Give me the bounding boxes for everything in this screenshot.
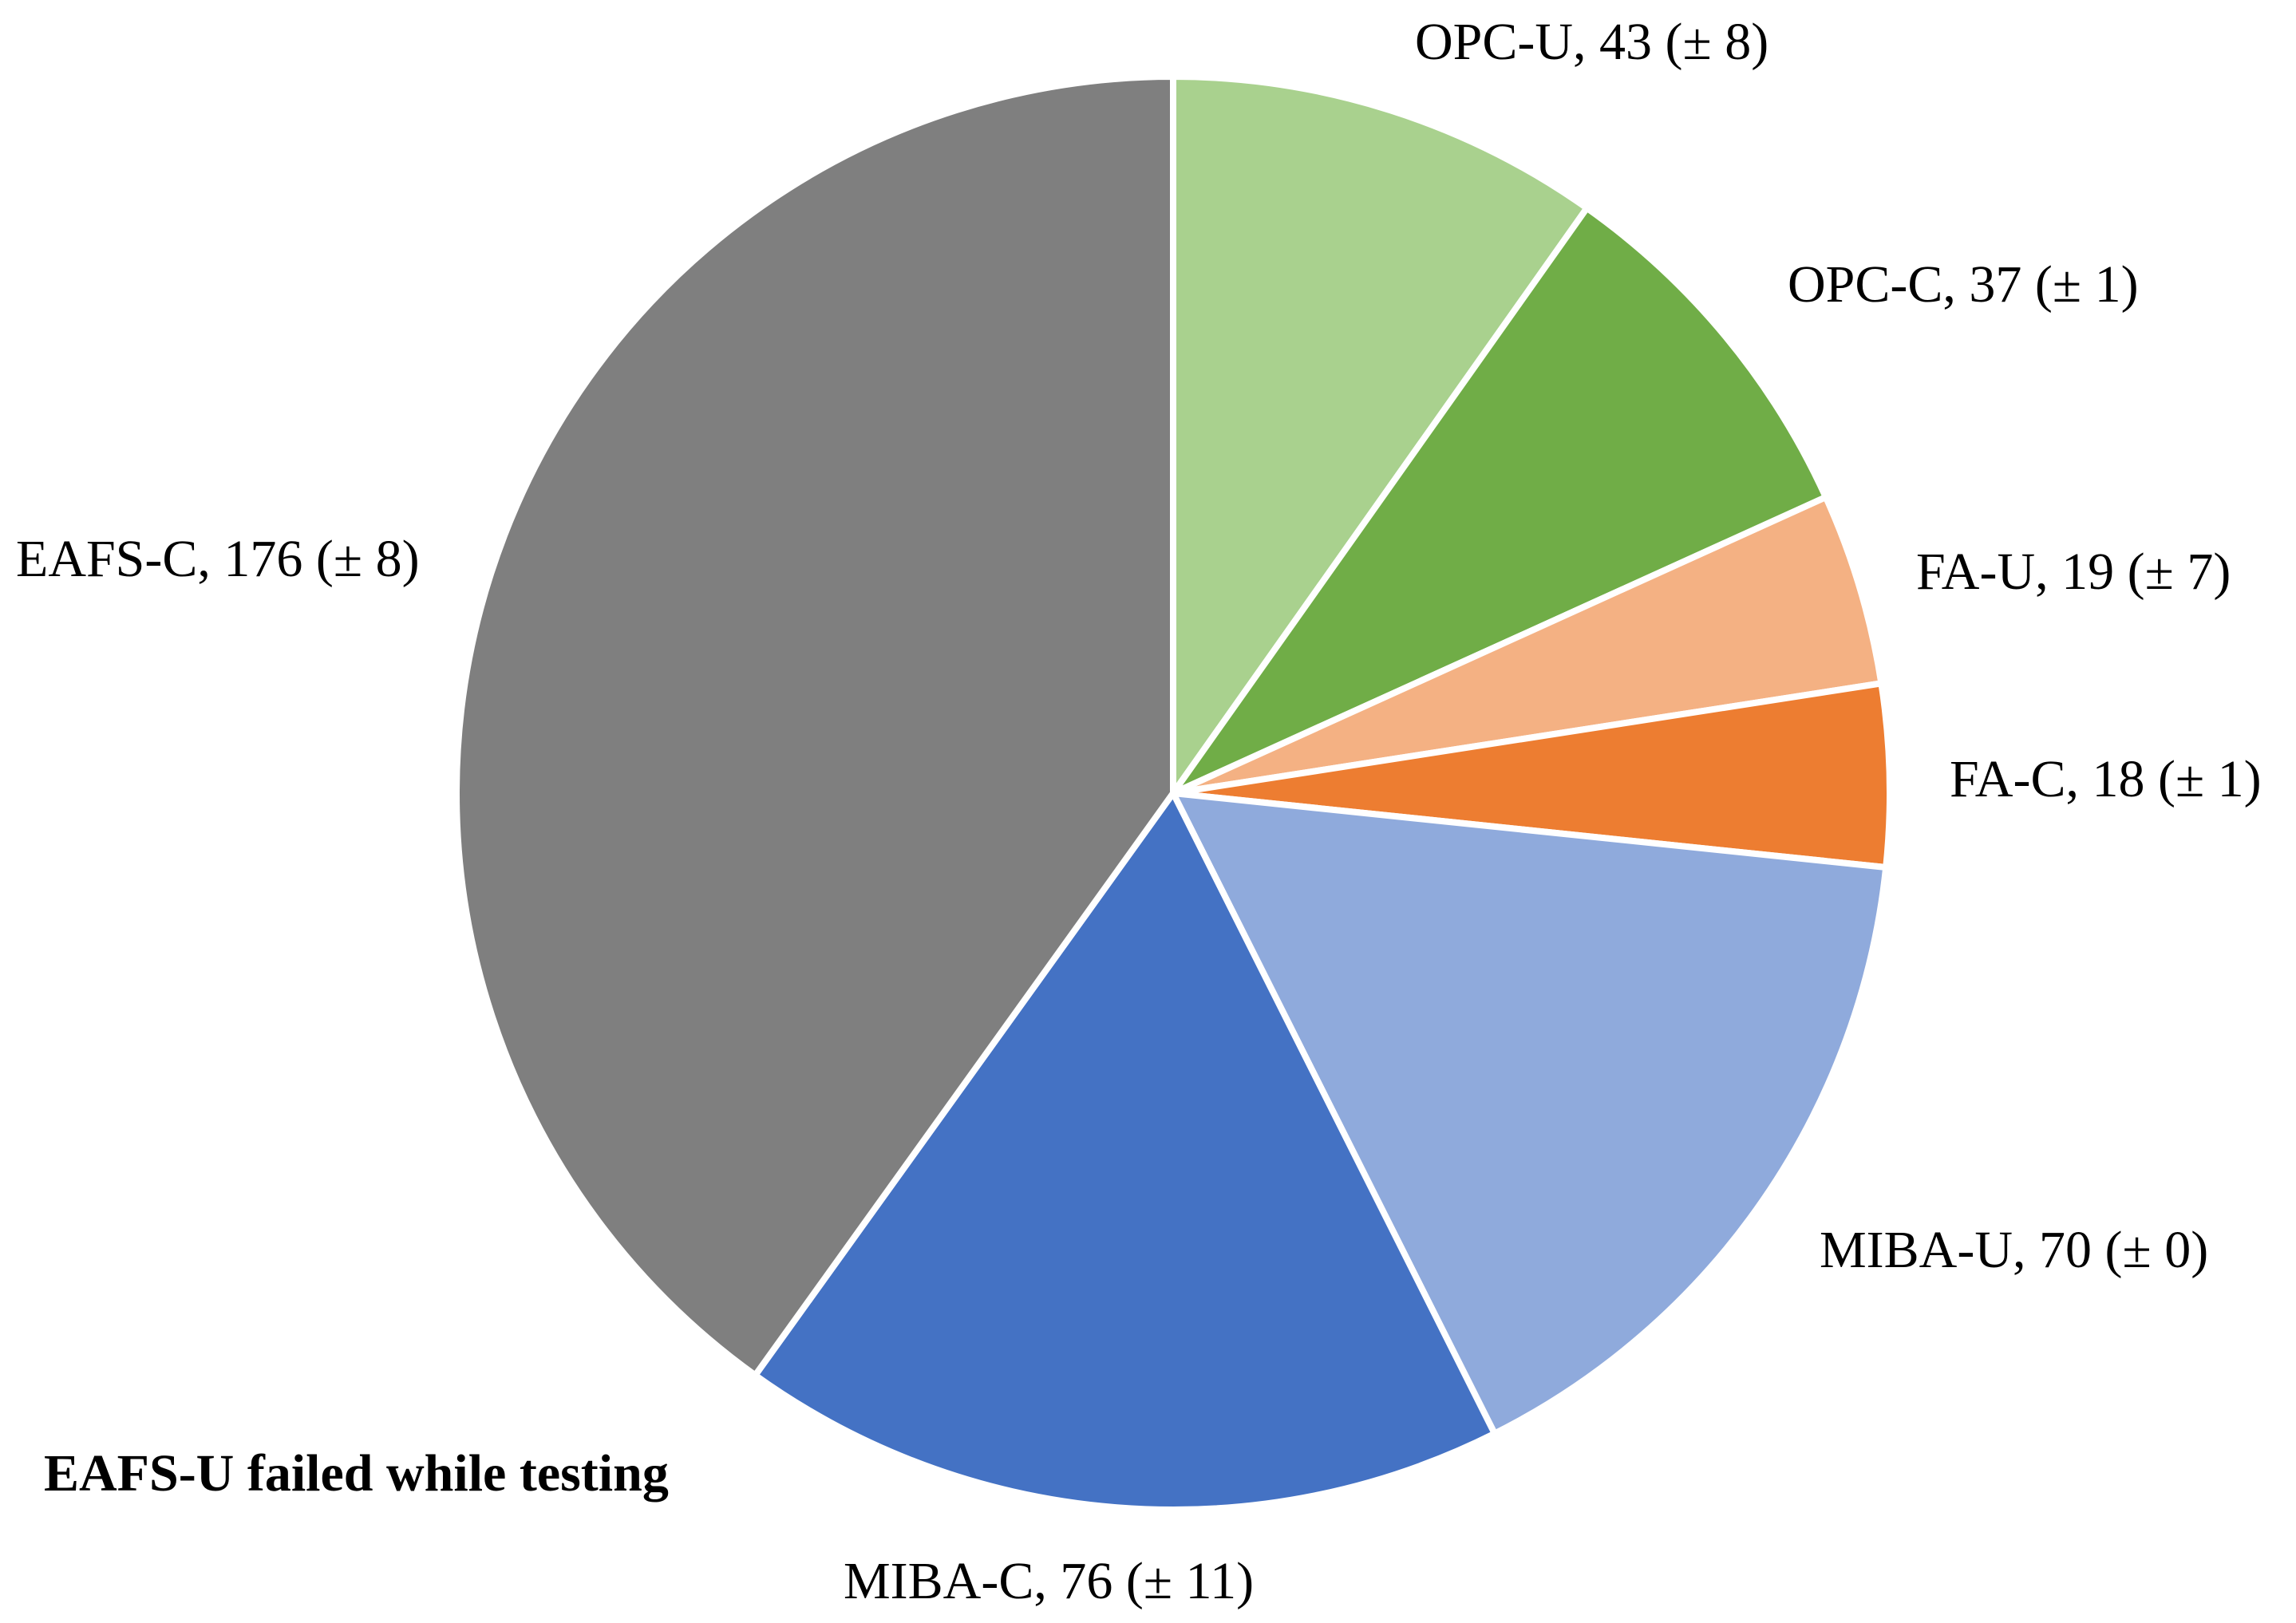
data-label-fa-c: FA-C, 18 (± 1) [1950,750,2262,808]
data-label-miba-c: MIBA-C, 76 (± 11) [844,1552,1254,1610]
pie-slice-miba-c [752,790,1498,1513]
data-label-miba-u: MIBA-U, 70 (± 0) [1820,1221,2208,1279]
data-label-fa-u: FA-U, 19 (± 7) [1916,543,2231,601]
data-label-eafs-c: EAFS-C, 176 (± 8) [16,530,420,588]
pie-slice-opc-u [1170,73,1591,796]
pie-slice-miba-u [1170,790,1890,1437]
slices-layer [453,73,1893,1513]
pie-slice-opc-c [1170,204,1829,796]
data-label-opc-u: OPC-U, 43 (± 8) [1415,13,1768,71]
pie-slice-fa-c [1170,680,1893,871]
pie-slice-fa-u [1170,494,1885,796]
failure-annotation: EAFS-U failed while testing [44,1444,669,1503]
labels-layer: OPC-U, 43 (± 8) OPC-C, 37 (± 1) FA-U, 19 (… [16,13,2262,1610]
data-label-opc-c: OPC-C, 37 (± 1) [1788,255,2139,314]
pie-slice-eafs-c [453,73,1176,1379]
